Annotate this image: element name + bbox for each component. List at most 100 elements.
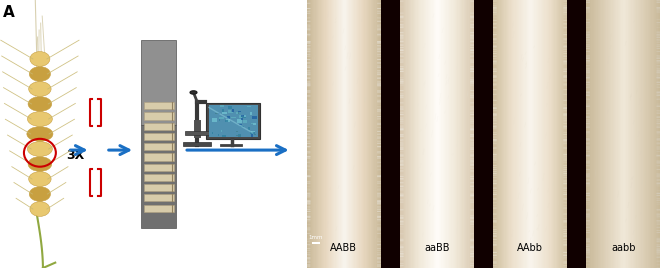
Bar [252,116,257,119]
Bar [373,0,375,268]
Bar [544,0,546,268]
Bar [434,0,436,268]
Bar [328,0,330,268]
Bar [451,0,453,268]
Bar [654,0,655,268]
Bar [412,0,414,268]
Bar [439,0,440,268]
Bar [215,113,218,114]
Bar [374,0,376,268]
Bar [620,0,622,268]
Bar [219,119,220,121]
Bar [546,0,547,268]
Bar [626,0,628,268]
Bar [438,0,439,268]
Bar [322,0,323,268]
Bar [463,0,464,268]
Bar [420,0,422,268]
Bar [313,0,315,268]
Bar [498,0,500,268]
Bar [502,0,504,268]
Bar [350,0,352,268]
Bar [635,0,637,268]
Bar [144,174,174,181]
Bar [325,0,326,268]
Bar [220,105,224,107]
Bar [536,0,537,268]
Bar [254,134,256,135]
Bar [467,0,469,268]
Bar [655,0,657,268]
Bar [639,0,640,268]
Bar [523,0,525,268]
Bar [323,0,325,268]
Bar [416,0,418,268]
Bar [381,0,382,268]
Bar [376,0,378,268]
Bar [308,0,310,268]
Bar [636,0,638,268]
Bar [567,0,568,268]
Bar [442,0,443,268]
Bar [519,0,521,268]
Text: aaBB: aaBB [424,243,449,253]
Bar [517,0,519,268]
Bar [471,0,473,268]
Bar [625,0,626,268]
Bar [457,0,459,268]
Bar [185,131,209,135]
Bar [304,0,307,268]
Bar [629,0,630,268]
Bar [518,0,519,268]
Bar [325,0,327,268]
Text: 3X: 3X [66,149,84,162]
Bar [550,0,552,268]
Ellipse shape [28,172,51,187]
Bar [619,0,620,268]
Bar [368,0,370,268]
Bar [242,116,246,118]
Bar [336,0,337,268]
Bar [455,0,457,268]
Bar [218,113,220,114]
Bar [607,0,608,268]
Ellipse shape [28,81,51,96]
Bar [248,127,250,130]
Bar [449,0,450,268]
Bar [222,112,228,114]
Bar [548,0,550,268]
Bar [237,120,242,123]
Bar [378,0,379,268]
Bar [144,194,174,202]
Bar [547,0,548,268]
Bar [563,0,565,268]
Bar [367,0,368,268]
Bar [653,0,654,268]
Ellipse shape [27,127,53,142]
Bar [541,0,543,268]
Bar [562,0,564,268]
Bar [347,0,348,268]
Bar [403,0,404,268]
Bar [657,0,659,268]
Bar [497,0,498,268]
Bar [634,0,636,268]
Bar [610,0,612,268]
Bar [144,164,174,171]
Bar [604,0,605,268]
Bar [241,118,243,120]
Bar [525,0,527,268]
Bar [549,0,551,268]
Bar [513,0,515,268]
Bar [515,0,517,268]
Bar [599,0,601,268]
Bar [242,115,244,116]
Bar [560,0,561,268]
Bar [236,131,238,132]
Bar [506,0,508,268]
Bar [236,135,241,136]
Bar [504,0,506,268]
Bar [554,0,556,268]
Bar [642,0,644,268]
Bar [432,0,434,268]
